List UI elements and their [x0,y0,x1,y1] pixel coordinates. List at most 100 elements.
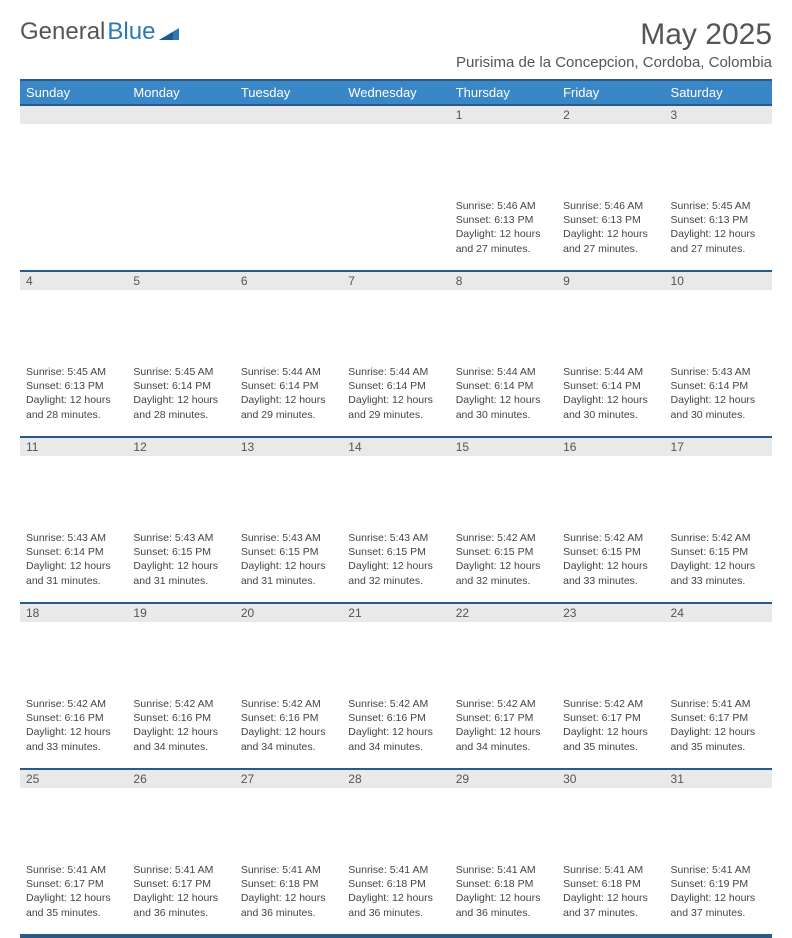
daylight-line: Daylight: 12 hours and 30 minutes. [456,393,551,421]
daynum-cell: 11 [20,437,127,529]
weekday-header-row: SundayMondayTuesdayWednesdayThursdayFrid… [20,80,772,105]
sunrise-line: Sunrise: 5:41 AM [26,863,121,877]
day-cell-body: Sunrise: 5:46 AMSunset: 6:13 PMDaylight:… [557,197,664,262]
daynum-cell: 26 [127,769,234,861]
day-number: 25 [20,770,127,788]
day-cell-body: Sunrise: 5:42 AMSunset: 6:16 PMDaylight:… [20,695,127,760]
day-cell: Sunrise: 5:45 AMSunset: 6:14 PMDaylight:… [127,363,234,437]
content-row: Sunrise: 5:41 AMSunset: 6:17 PMDaylight:… [20,861,772,935]
day-number: 30 [557,770,664,788]
day-cell: Sunrise: 5:42 AMSunset: 6:17 PMDaylight:… [557,695,664,769]
day-cell [127,197,234,271]
daylight-line: Daylight: 12 hours and 28 minutes. [133,393,228,421]
day-number: 10 [665,272,772,290]
day-cell: Sunrise: 5:46 AMSunset: 6:13 PMDaylight:… [557,197,664,271]
daylight-line: Daylight: 12 hours and 31 minutes. [133,559,228,587]
sunrise-line: Sunrise: 5:45 AM [133,365,228,379]
daylight-line: Daylight: 12 hours and 31 minutes. [241,559,336,587]
weekday-header: Tuesday [235,80,342,105]
sunrise-line: Sunrise: 5:44 AM [348,365,443,379]
daylight-line: Daylight: 12 hours and 36 minutes. [133,891,228,919]
sunset-line: Sunset: 6:16 PM [133,711,228,725]
sunset-line: Sunset: 6:14 PM [241,379,336,393]
day-number [342,106,449,124]
day-number: 14 [342,438,449,456]
daylight-line: Daylight: 12 hours and 28 minutes. [26,393,121,421]
sunset-line: Sunset: 6:16 PM [348,711,443,725]
content-row: Sunrise: 5:46 AMSunset: 6:13 PMDaylight:… [20,197,772,271]
daynum-cell [20,105,127,197]
daylight-line: Daylight: 12 hours and 34 minutes. [133,725,228,753]
daynum-cell: 1 [450,105,557,197]
sunset-line: Sunset: 6:15 PM [563,545,658,559]
weekday-header: Friday [557,80,664,105]
sunset-line: Sunset: 6:16 PM [26,711,121,725]
day-cell-body: Sunrise: 5:44 AMSunset: 6:14 PMDaylight:… [235,363,342,428]
sunrise-line: Sunrise: 5:42 AM [563,697,658,711]
day-cell: Sunrise: 5:44 AMSunset: 6:14 PMDaylight:… [450,363,557,437]
content-row: Sunrise: 5:45 AMSunset: 6:13 PMDaylight:… [20,363,772,437]
sunrise-line: Sunrise: 5:42 AM [671,531,766,545]
daynum-cell: 31 [665,769,772,861]
sunrise-line: Sunrise: 5:43 AM [671,365,766,379]
daylight-line: Daylight: 12 hours and 29 minutes. [241,393,336,421]
day-cell: Sunrise: 5:41 AMSunset: 6:18 PMDaylight:… [235,861,342,935]
daylight-line: Daylight: 12 hours and 36 minutes. [241,891,336,919]
daylight-line: Daylight: 12 hours and 35 minutes. [26,891,121,919]
day-cell-body: Sunrise: 5:42 AMSunset: 6:16 PMDaylight:… [127,695,234,760]
daynum-cell: 2 [557,105,664,197]
sunrise-line: Sunrise: 5:45 AM [671,199,766,213]
content-row: Sunrise: 5:43 AMSunset: 6:14 PMDaylight:… [20,529,772,603]
day-cell-body: Sunrise: 5:43 AMSunset: 6:15 PMDaylight:… [235,529,342,594]
day-cell-body: Sunrise: 5:41 AMSunset: 6:19 PMDaylight:… [665,861,772,926]
sunrise-line: Sunrise: 5:43 AM [133,531,228,545]
daylight-line: Daylight: 12 hours and 34 minutes. [241,725,336,753]
day-number: 20 [235,604,342,622]
sunrise-line: Sunrise: 5:42 AM [241,697,336,711]
day-number: 7 [342,272,449,290]
sunset-line: Sunset: 6:17 PM [26,877,121,891]
day-number: 22 [450,604,557,622]
day-cell: Sunrise: 5:41 AMSunset: 6:18 PMDaylight:… [342,861,449,935]
daylight-line: Daylight: 12 hours and 35 minutes. [671,725,766,753]
sunset-line: Sunset: 6:18 PM [348,877,443,891]
daylight-line: Daylight: 12 hours and 33 minutes. [563,559,658,587]
sunrise-line: Sunrise: 5:43 AM [241,531,336,545]
sunrise-line: Sunrise: 5:41 AM [671,697,766,711]
day-cell: Sunrise: 5:42 AMSunset: 6:16 PMDaylight:… [342,695,449,769]
day-cell-body: Sunrise: 5:43 AMSunset: 6:15 PMDaylight:… [127,529,234,594]
daylight-line: Daylight: 12 hours and 32 minutes. [348,559,443,587]
daylight-line: Daylight: 12 hours and 27 minutes. [456,227,551,255]
day-cell: Sunrise: 5:45 AMSunset: 6:13 PMDaylight:… [20,363,127,437]
day-cell: Sunrise: 5:41 AMSunset: 6:17 PMDaylight:… [127,861,234,935]
sunset-line: Sunset: 6:14 PM [133,379,228,393]
sunrise-line: Sunrise: 5:41 AM [348,863,443,877]
daynum-row: 25262728293031 [20,769,772,861]
day-cell: Sunrise: 5:43 AMSunset: 6:15 PMDaylight:… [235,529,342,603]
daynum-cell: 15 [450,437,557,529]
daynum-cell: 10 [665,271,772,363]
daynum-cell: 18 [20,603,127,695]
sunset-line: Sunset: 6:15 PM [133,545,228,559]
day-cell: Sunrise: 5:42 AMSunset: 6:16 PMDaylight:… [20,695,127,769]
daynum-cell: 30 [557,769,664,861]
day-cell-body: Sunrise: 5:41 AMSunset: 6:18 PMDaylight:… [557,861,664,926]
daynum-cell: 29 [450,769,557,861]
sunset-line: Sunset: 6:17 PM [671,711,766,725]
day-cell-body: Sunrise: 5:44 AMSunset: 6:14 PMDaylight:… [450,363,557,428]
sunrise-line: Sunrise: 5:42 AM [563,531,658,545]
day-number: 9 [557,272,664,290]
sunrise-line: Sunrise: 5:42 AM [348,697,443,711]
brand-part2: Blue [107,18,155,46]
day-cell: Sunrise: 5:43 AMSunset: 6:14 PMDaylight:… [665,363,772,437]
day-cell-body: Sunrise: 5:45 AMSunset: 6:14 PMDaylight:… [127,363,234,428]
day-cell-body: Sunrise: 5:44 AMSunset: 6:14 PMDaylight:… [557,363,664,428]
day-number: 17 [665,438,772,456]
daynum-cell: 13 [235,437,342,529]
day-number: 2 [557,106,664,124]
day-cell-body: Sunrise: 5:42 AMSunset: 6:17 PMDaylight:… [557,695,664,760]
daynum-cell: 22 [450,603,557,695]
day-cell-body: Sunrise: 5:42 AMSunset: 6:15 PMDaylight:… [557,529,664,594]
sunrise-line: Sunrise: 5:44 AM [241,365,336,379]
sunrise-line: Sunrise: 5:44 AM [456,365,551,379]
